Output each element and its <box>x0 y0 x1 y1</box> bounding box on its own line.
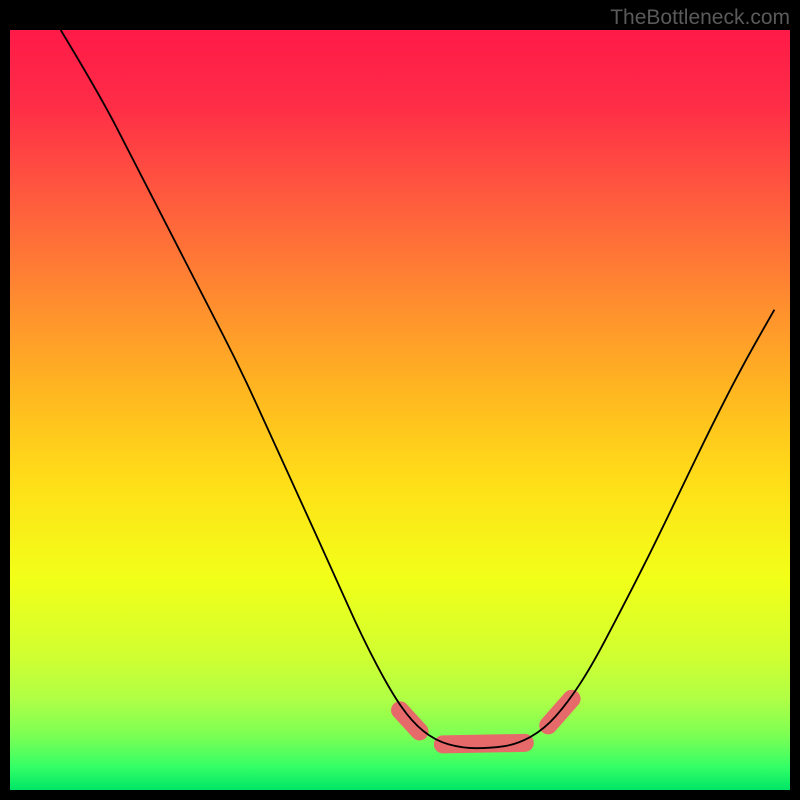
watermark-text: TheBottleneck.com <box>610 6 790 30</box>
chart-container <box>10 30 790 790</box>
chart-curve-layer <box>10 30 790 790</box>
highlight-segment <box>400 710 420 731</box>
main-curve-line <box>61 30 775 748</box>
highlight-markers <box>400 699 572 745</box>
